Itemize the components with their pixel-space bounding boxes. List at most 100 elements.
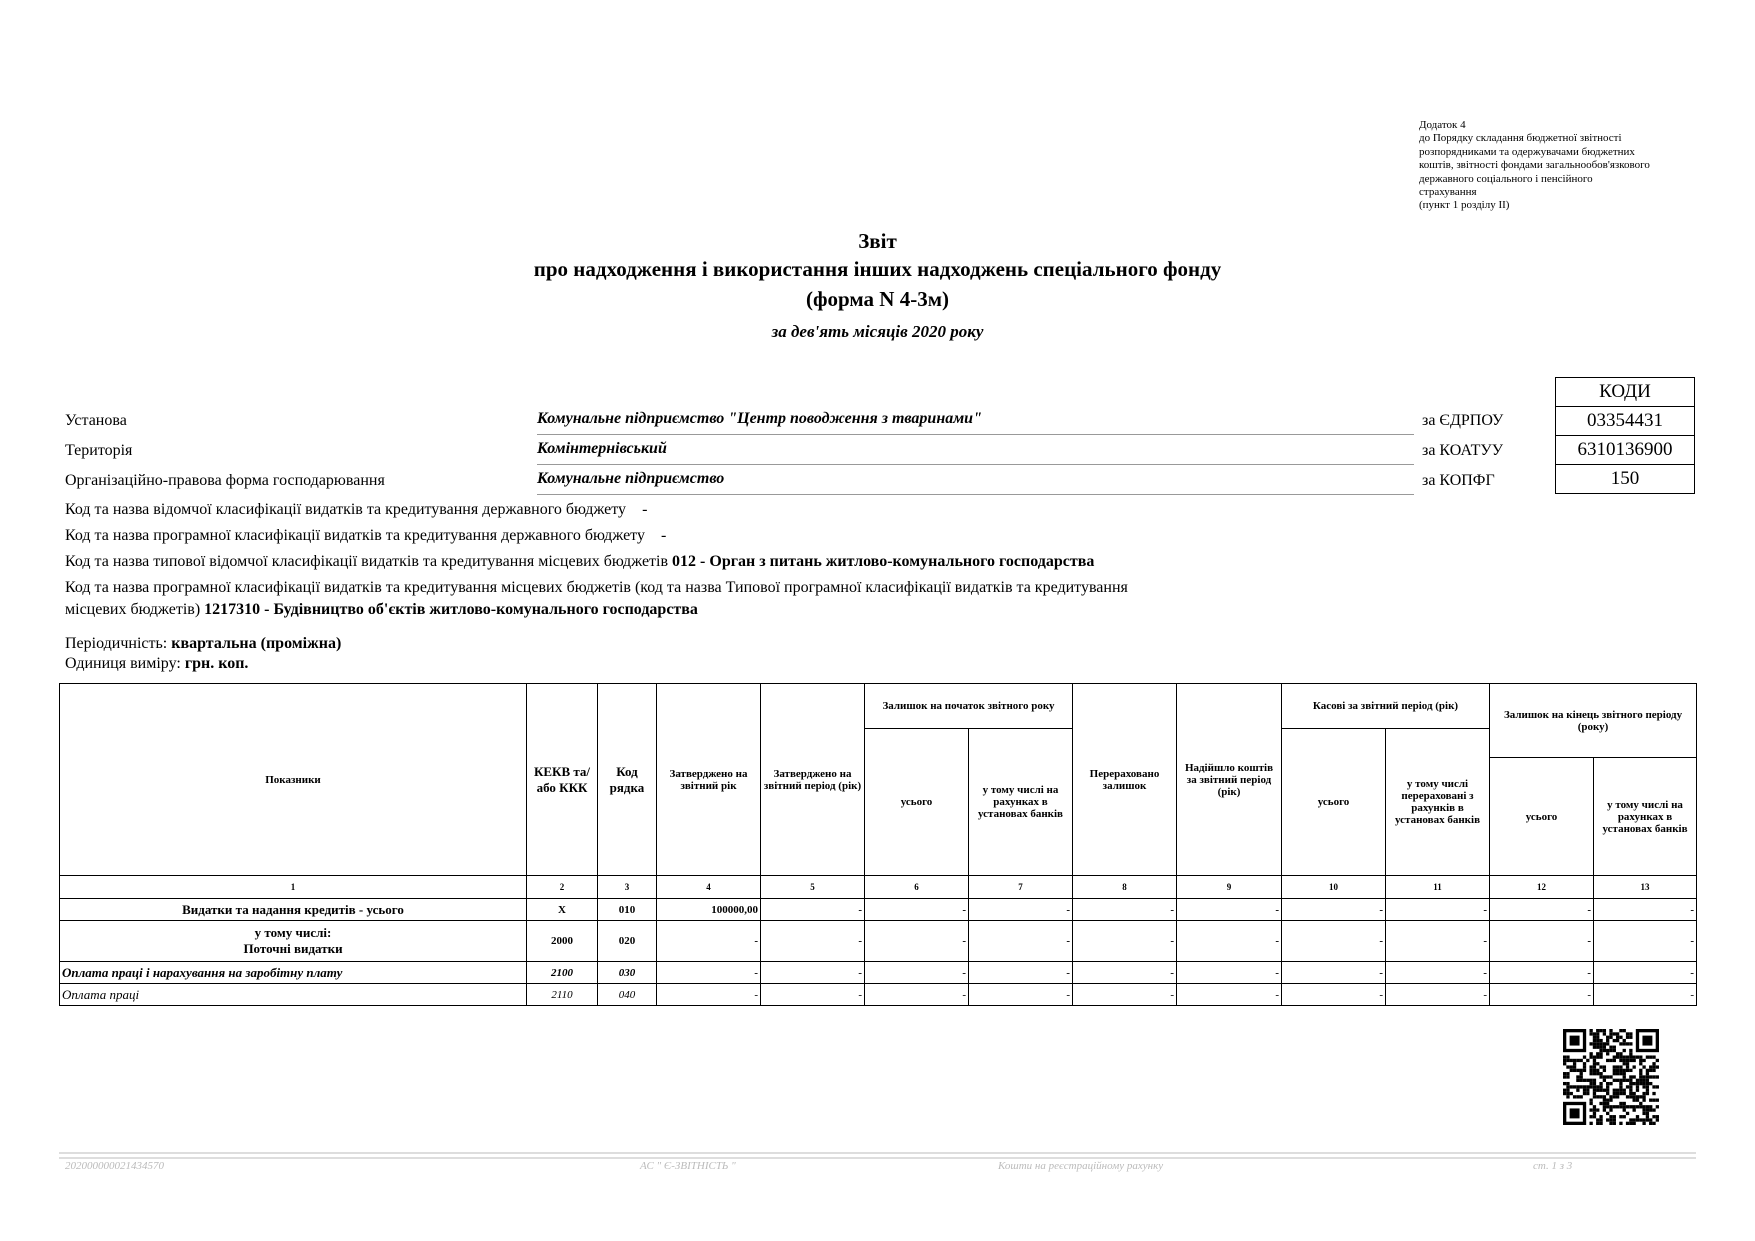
value: 012 - Орган з питань житлово-комунальног… bbox=[672, 553, 1095, 570]
annex-line: коштів, звітності фондами загальнообов'я… bbox=[1419, 159, 1650, 172]
row-value: - bbox=[656, 961, 761, 984]
footer-divider bbox=[59, 1152, 1696, 1154]
annex-line: Додаток 4 bbox=[1419, 119, 1466, 131]
edrpou-label: за ЄДРПОУ bbox=[1422, 412, 1504, 429]
row-name-text: Поточні видатки bbox=[243, 941, 343, 956]
form-number: (форма N 4-3м) bbox=[805, 287, 949, 311]
title-line2: про надходження і використання інших над… bbox=[533, 257, 1222, 281]
row-value: - bbox=[656, 920, 761, 962]
row-value: - bbox=[864, 920, 969, 962]
column-number: 4 bbox=[656, 875, 761, 899]
row-value: - bbox=[1072, 983, 1177, 1006]
column-number: 11 bbox=[1384, 875, 1491, 899]
edrpou-code: 03354431 bbox=[1555, 406, 1695, 436]
row-value: - bbox=[1489, 898, 1595, 921]
column-number: 3 bbox=[597, 875, 657, 899]
row-name-text: Оплата праці і нарахування на заробітну … bbox=[62, 964, 343, 980]
footer-system: АС " Є-ЗВІТНІСТЬ " bbox=[640, 1160, 736, 1172]
territory-value: Комінтернівський bbox=[537, 440, 1414, 465]
label: Періодичність: bbox=[65, 635, 168, 652]
row-name-text: Оплата праці bbox=[62, 986, 140, 1002]
annex-line: (пункт 1 розділу ІІ) bbox=[1419, 199, 1510, 212]
column-number: 6 bbox=[864, 875, 969, 899]
row-code: 010 bbox=[597, 898, 657, 921]
row-name-text: Видатки та надання кредитів - усього bbox=[182, 901, 404, 917]
header-row-code: Код рядка bbox=[597, 683, 657, 876]
row-value: - bbox=[1384, 983, 1491, 1006]
row-value: - bbox=[1176, 898, 1282, 921]
header-cash: Касові за звітний період (рік) bbox=[1280, 683, 1491, 729]
legal-form-label: Організаційно-правова форма господарюван… bbox=[65, 472, 385, 489]
qr-code bbox=[1563, 1029, 1659, 1125]
classif-line-2: Код та назва програмної класифікації вид… bbox=[65, 525, 1365, 547]
periodicity: Періодичність: квартальна (проміжна) bbox=[65, 633, 1365, 655]
codes-header: КОДИ bbox=[1555, 377, 1695, 407]
column-numbers-row: 1 2 3 4 5 6 7 8 9 10 11 12 13 bbox=[59, 875, 1698, 899]
row-value: - bbox=[1489, 983, 1595, 1006]
kopfg-label: за КОПФГ bbox=[1422, 472, 1495, 489]
institution-value: Комунальне підприємство "Центр поводженн… bbox=[537, 410, 1414, 435]
row-value: - bbox=[1593, 961, 1698, 984]
row-value: - bbox=[864, 961, 969, 984]
row-value: - bbox=[1593, 983, 1698, 1006]
row-value: - bbox=[1281, 983, 1386, 1006]
territory-label: Територія bbox=[65, 442, 133, 459]
column-number: 8 bbox=[1072, 875, 1177, 899]
footer-account: Кошти на реєстраційному рахунку bbox=[998, 1160, 1164, 1172]
column-number: 10 bbox=[1281, 875, 1386, 899]
row-kekv: 2110 bbox=[526, 983, 598, 1006]
column-number: 13 bbox=[1593, 875, 1698, 899]
classif-line-3: Код та назва типової відомчої класифікац… bbox=[65, 551, 1365, 573]
row-value: - bbox=[760, 898, 865, 921]
header-start-total: усього bbox=[864, 728, 969, 876]
annex-note: Додаток 4 до Порядку складання бюджетної… bbox=[1419, 119, 1719, 213]
header-kekv: КЕКВ та/або ККК bbox=[526, 683, 598, 876]
annex-line: розпорядниками та одержувачами бюджетних bbox=[1419, 145, 1635, 158]
label: місцевих бюджетів) bbox=[65, 601, 201, 618]
row-value: - bbox=[656, 983, 761, 1006]
value: - bbox=[642, 501, 648, 518]
label: Код та назва типової відомчої класифікац… bbox=[65, 553, 669, 570]
column-number: 2 bbox=[526, 875, 598, 899]
classif-line-4: Код та назва програмної класифікації вид… bbox=[65, 577, 1365, 621]
row-value: - bbox=[760, 983, 865, 1006]
header-indicators: Показники bbox=[59, 683, 527, 876]
row-value: - bbox=[1593, 920, 1698, 962]
report-period: за дев'ять місяців 2020 року bbox=[771, 322, 984, 341]
row-value: - bbox=[1281, 961, 1386, 984]
row-value: - bbox=[1593, 898, 1698, 921]
row-value: - bbox=[1176, 961, 1282, 984]
header-cash-banks: у тому числі перераховані з рахунків в у… bbox=[1384, 728, 1491, 876]
row-name-text: у тому числі: bbox=[254, 925, 332, 940]
row-name: Оплата праці і нарахування на заробітну … bbox=[59, 961, 527, 984]
report-table: Показники КЕКВ та/або ККК Код рядка Затв… bbox=[59, 683, 1698, 1006]
row-name: Видатки та надання кредитів - усього bbox=[59, 898, 527, 921]
row-value: - bbox=[864, 898, 969, 921]
row-name: Оплата праці bbox=[59, 983, 527, 1006]
row-value: - bbox=[1489, 961, 1595, 984]
header-approved-year: Затверджено на звітний рік bbox=[656, 683, 761, 876]
row-value: - bbox=[1384, 961, 1491, 984]
annex-line: державного соціального і пенсійного bbox=[1419, 172, 1593, 185]
title: Звіт bbox=[858, 229, 897, 253]
footer-page: ст. 1 з 3 bbox=[1533, 1160, 1573, 1172]
row-value: - bbox=[968, 961, 1073, 984]
table-row: у тому числі: Поточні видатки 2000 020- - - - -… bbox=[59, 920, 1698, 962]
row-value: - bbox=[760, 961, 865, 984]
header-end-total: усього bbox=[1489, 757, 1595, 876]
row-code: 020 bbox=[597, 920, 657, 962]
column-number: 5 bbox=[760, 875, 865, 899]
row-value: - bbox=[1281, 920, 1386, 962]
classif-line-1: Код та назва відомчої класифікації видат… bbox=[65, 499, 1365, 521]
row-value: - bbox=[1176, 920, 1282, 962]
row-name: у тому числі: Поточні видатки bbox=[59, 920, 527, 962]
institution-label: Установа bbox=[65, 412, 127, 429]
column-number: 7 bbox=[968, 875, 1073, 899]
label: Код та назва програмної класифікації вид… bbox=[65, 527, 645, 544]
row-value: - bbox=[1072, 961, 1177, 984]
column-number: 9 bbox=[1176, 875, 1282, 899]
header-approved-period: Затверджено на звітний період (рік) bbox=[760, 683, 865, 876]
row-kekv: X bbox=[526, 898, 598, 921]
annex-line: до Порядку складання бюджетної звітності bbox=[1419, 132, 1622, 145]
